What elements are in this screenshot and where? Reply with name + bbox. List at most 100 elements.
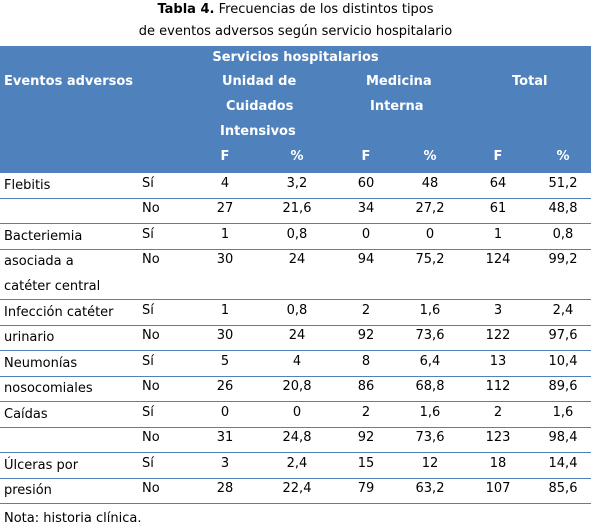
event-name-line: Caídas bbox=[4, 407, 48, 422]
cell-f-total: 1 bbox=[493, 227, 503, 242]
cell-pct-mi: 48 bbox=[421, 176, 439, 191]
cell-f-mi: 0 bbox=[361, 227, 371, 242]
table-header: Servicios hospitalarios Eventos adversos… bbox=[0, 46, 591, 173]
table-caption-line2: de eventos adversos según servicio hospi… bbox=[138, 24, 453, 39]
event-name: Caídas bbox=[4, 402, 48, 427]
cell-pct-total: 51,2 bbox=[548, 176, 578, 191]
header-uci-line2: Cuidados bbox=[226, 99, 294, 114]
header-uci-line3: Intensivos bbox=[220, 124, 296, 139]
cell-pct-mi: 73,6 bbox=[415, 430, 445, 445]
si-no-label: Sí bbox=[142, 227, 154, 242]
event-name: Bacteriemia asociada a catéter central bbox=[4, 224, 100, 299]
si-no-label: Sí bbox=[142, 456, 154, 471]
header-sub-pct-total: % bbox=[556, 149, 570, 164]
cell-f-mi: 60 bbox=[357, 176, 375, 191]
cell-pct-mi: 12 bbox=[421, 456, 439, 471]
cell-pct-total: 99,2 bbox=[548, 252, 578, 267]
si-no-label: Sí bbox=[142, 354, 154, 369]
cell-pct-uci: 0 bbox=[292, 405, 302, 420]
cell-pct-total: 10,4 bbox=[548, 354, 578, 369]
cell-pct-mi: 1,6 bbox=[419, 303, 441, 318]
header-group: Servicios hospitalarios bbox=[212, 50, 379, 65]
header-sub-f-mi: F bbox=[361, 149, 371, 164]
cell-pct-mi: 1,6 bbox=[419, 405, 441, 420]
si-no-label: No bbox=[142, 252, 160, 267]
cell-f-total: 18 bbox=[489, 456, 507, 471]
cell-pct-total: 85,6 bbox=[548, 481, 578, 496]
event-name-line: nosocomiales bbox=[4, 381, 93, 396]
cell-f-uci: 28 bbox=[216, 481, 234, 496]
cell-f-mi: 8 bbox=[361, 354, 371, 369]
header-uci-line1: Unidad de bbox=[222, 74, 297, 89]
cell-pct-total: 14,4 bbox=[548, 456, 578, 471]
cell-pct-uci: 24 bbox=[288, 252, 306, 267]
cell-pct-uci: 24,8 bbox=[282, 430, 312, 445]
cell-f-uci: 5 bbox=[220, 354, 230, 369]
cell-f-uci: 30 bbox=[216, 252, 234, 267]
cell-pct-uci: 22,4 bbox=[282, 481, 312, 496]
cell-pct-total: 48,8 bbox=[548, 201, 578, 216]
event-name: Neumonías nosocomiales bbox=[4, 351, 93, 401]
cell-f-uci: 0 bbox=[220, 405, 230, 420]
table-caption-text: Frecuencias de los distintos tipos bbox=[218, 2, 434, 17]
cell-pct-total: 97,6 bbox=[548, 328, 578, 343]
cell-f-total: 124 bbox=[485, 252, 511, 267]
header-total: Total bbox=[512, 74, 548, 89]
cell-f-total: 122 bbox=[485, 328, 511, 343]
cell-pct-mi: 0 bbox=[425, 227, 435, 242]
table-caption-label: Tabla 4. bbox=[157, 2, 215, 17]
cell-pct-uci: 24 bbox=[288, 328, 306, 343]
cell-pct-total: 98,4 bbox=[548, 430, 578, 445]
cell-pct-mi: 75,2 bbox=[415, 252, 445, 267]
cell-f-mi: 79 bbox=[357, 481, 375, 496]
cell-pct-uci: 3,2 bbox=[286, 176, 308, 191]
cell-f-total: 123 bbox=[485, 430, 511, 445]
si-no-label: No bbox=[142, 481, 160, 496]
cell-f-uci: 31 bbox=[216, 430, 234, 445]
row-divider bbox=[0, 478, 591, 479]
header-sub-pct-uci: % bbox=[290, 149, 304, 164]
cell-pct-mi: 68,8 bbox=[415, 379, 445, 394]
cell-f-total: 112 bbox=[485, 379, 511, 394]
event-name-line: catéter central bbox=[4, 279, 101, 294]
table-caption-line1: Tabla 4. Frecuencias de los distintos ti… bbox=[0, 2, 591, 17]
cell-pct-total: 1,6 bbox=[552, 405, 574, 420]
header-sub-f-total: F bbox=[493, 149, 503, 164]
table-note: Nota: historia clínica. bbox=[4, 511, 142, 526]
header-sub-f-uci: F bbox=[220, 149, 230, 164]
cell-pct-mi: 63,2 bbox=[415, 481, 445, 496]
cell-f-total: 64 bbox=[489, 176, 507, 191]
cell-pct-uci: 2,4 bbox=[286, 456, 308, 471]
event-name-line: Infección catéter bbox=[4, 305, 114, 320]
row-divider bbox=[0, 376, 591, 377]
si-no-label: No bbox=[142, 328, 160, 343]
si-no-label: No bbox=[142, 430, 160, 445]
si-no-label: Sí bbox=[142, 405, 154, 420]
event-name-line: Flebitis bbox=[4, 178, 51, 193]
si-no-label: No bbox=[142, 201, 160, 216]
cell-f-mi: 94 bbox=[357, 252, 375, 267]
event-name-line: Neumonías bbox=[4, 356, 78, 371]
header-row-label: Eventos adversos bbox=[4, 74, 134, 89]
event-name-line: presión bbox=[4, 483, 52, 498]
event-name: Infección catéter urinario bbox=[4, 300, 114, 350]
cell-f-mi: 92 bbox=[357, 328, 375, 343]
cell-f-mi: 92 bbox=[357, 430, 375, 445]
header-mi-line2: Interna bbox=[370, 99, 424, 114]
header-sub-pct-mi: % bbox=[423, 149, 437, 164]
cell-pct-uci: 21,6 bbox=[282, 201, 312, 216]
cell-pct-uci: 20,8 bbox=[282, 379, 312, 394]
si-no-label: Sí bbox=[142, 303, 154, 318]
group-divider bbox=[0, 223, 591, 224]
cell-f-uci: 1 bbox=[220, 303, 230, 318]
cell-pct-uci: 0,8 bbox=[286, 303, 308, 318]
cell-f-mi: 34 bbox=[357, 201, 375, 216]
row-divider bbox=[0, 427, 591, 428]
cell-f-uci: 4 bbox=[220, 176, 230, 191]
table-body: Flebitis Sí 4 3,2 60 48 64 51,2 No 27 21,6 34 27,2 61… bbox=[0, 173, 591, 504]
cell-f-mi: 15 bbox=[357, 456, 375, 471]
event-name: Flebitis bbox=[4, 173, 50, 198]
cell-f-uci: 1 bbox=[220, 227, 230, 242]
header-mi-line1: Medicina bbox=[366, 74, 432, 89]
cell-f-total: 61 bbox=[489, 201, 507, 216]
